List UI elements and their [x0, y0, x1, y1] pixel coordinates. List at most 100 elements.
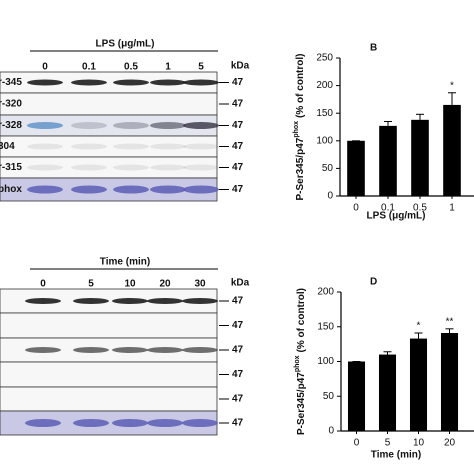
lane-label: 5	[198, 62, 204, 73]
error-bar	[383, 351, 392, 355]
marker-label: 47	[232, 296, 244, 307]
panel-letter: B	[370, 43, 377, 54]
lane-label: 0	[40, 279, 46, 290]
x-axis-label: Time (min)	[371, 450, 421, 461]
band	[150, 122, 186, 129]
lane-label: 0.5	[124, 62, 138, 73]
y-label-rest: (% of control)	[295, 54, 306, 118]
lane-label: 20	[159, 279, 171, 290]
unit-label: kDa	[231, 278, 250, 289]
bar	[347, 361, 366, 431]
blot-header: LPS (μg/mL)	[96, 39, 155, 50]
band	[73, 419, 109, 427]
y-label-main: P-Ser345/p47	[295, 137, 306, 200]
error-bar	[445, 328, 454, 334]
band	[150, 185, 186, 194]
unit-label: kDa	[231, 61, 250, 72]
significance: *	[450, 80, 454, 91]
y-axis-label: P-Ser345/p47phox (% of control)	[294, 288, 307, 435]
band	[73, 298, 109, 304]
band	[183, 185, 219, 194]
band	[183, 122, 219, 129]
error-bar	[384, 120, 392, 126]
y-tick-label: 50	[323, 391, 335, 402]
y-tick-label: 0	[328, 426, 334, 437]
band	[183, 143, 219, 150]
y-tick-label: 50	[322, 163, 334, 174]
significance: *	[417, 321, 421, 332]
band	[71, 79, 107, 86]
band	[73, 347, 109, 353]
row-label: r-328	[0, 120, 22, 131]
band	[113, 79, 149, 86]
band	[25, 298, 61, 304]
lane-label: 0.1	[82, 62, 96, 73]
band	[182, 298, 218, 304]
blot-row	[0, 312, 218, 339]
band	[25, 419, 61, 427]
band	[182, 347, 218, 353]
bar	[440, 333, 459, 431]
band	[71, 185, 107, 194]
marker-label: 47	[232, 394, 244, 405]
band	[183, 164, 219, 171]
marker-label: 47	[232, 141, 244, 152]
lane-label: 5	[88, 279, 94, 290]
x-tick-label: 0.5	[413, 203, 427, 214]
y-tick-label: 100	[317, 356, 334, 367]
band	[113, 185, 149, 194]
significance: **	[446, 316, 454, 327]
band	[27, 79, 63, 86]
blot-header: Time (min)	[100, 257, 150, 268]
band	[27, 164, 63, 171]
y-label-main: P-Ser345/p47	[296, 372, 307, 435]
y-tick-label: 100	[316, 135, 333, 146]
band	[147, 347, 183, 353]
y-label-sup: phox	[294, 355, 301, 372]
lane-label: 10	[124, 279, 136, 290]
y-label-rest: (% of control)	[296, 288, 307, 352]
lane-label: 1	[165, 62, 171, 73]
x-tick-label: 1	[449, 203, 455, 214]
lane-label: 0	[42, 62, 48, 73]
band	[113, 122, 149, 129]
band	[71, 143, 107, 150]
y-tick-label: 0	[327, 191, 333, 202]
row-label: 304	[0, 141, 15, 152]
marker-label: 47	[232, 418, 244, 429]
band	[182, 419, 218, 427]
bar	[379, 125, 397, 196]
y-tick-label: 250	[316, 53, 333, 64]
band	[112, 298, 148, 304]
band	[150, 143, 186, 150]
band	[113, 143, 149, 150]
y-axis-label: P-Ser345/p47phox (% of control)	[293, 54, 306, 201]
row-label: r-320	[0, 99, 22, 110]
x-tick-label: 20	[444, 438, 456, 449]
x-tick-label: 0	[354, 438, 360, 449]
marker-label: 47	[232, 162, 244, 173]
y-tick-label: 150	[316, 108, 333, 119]
y-tick-label: 200	[316, 80, 333, 91]
band	[71, 122, 107, 129]
band	[113, 164, 149, 171]
error-bar	[414, 332, 423, 339]
band	[147, 298, 183, 304]
row-label: r-315	[0, 162, 22, 173]
bar	[378, 354, 397, 431]
marker-label: 47	[232, 184, 244, 195]
bar	[411, 119, 429, 196]
marker-label: 47	[232, 120, 244, 131]
band	[112, 347, 148, 353]
blot-row	[0, 92, 218, 116]
blot-row	[0, 386, 218, 412]
x-tick-label: 0	[353, 203, 359, 214]
x-tick-label: 0.1	[381, 203, 395, 214]
band	[27, 143, 63, 150]
band	[183, 79, 219, 86]
bar	[443, 104, 461, 196]
row-label: phox	[0, 184, 22, 195]
marker-label: 47	[232, 99, 244, 110]
marker-label: 47	[232, 369, 244, 380]
